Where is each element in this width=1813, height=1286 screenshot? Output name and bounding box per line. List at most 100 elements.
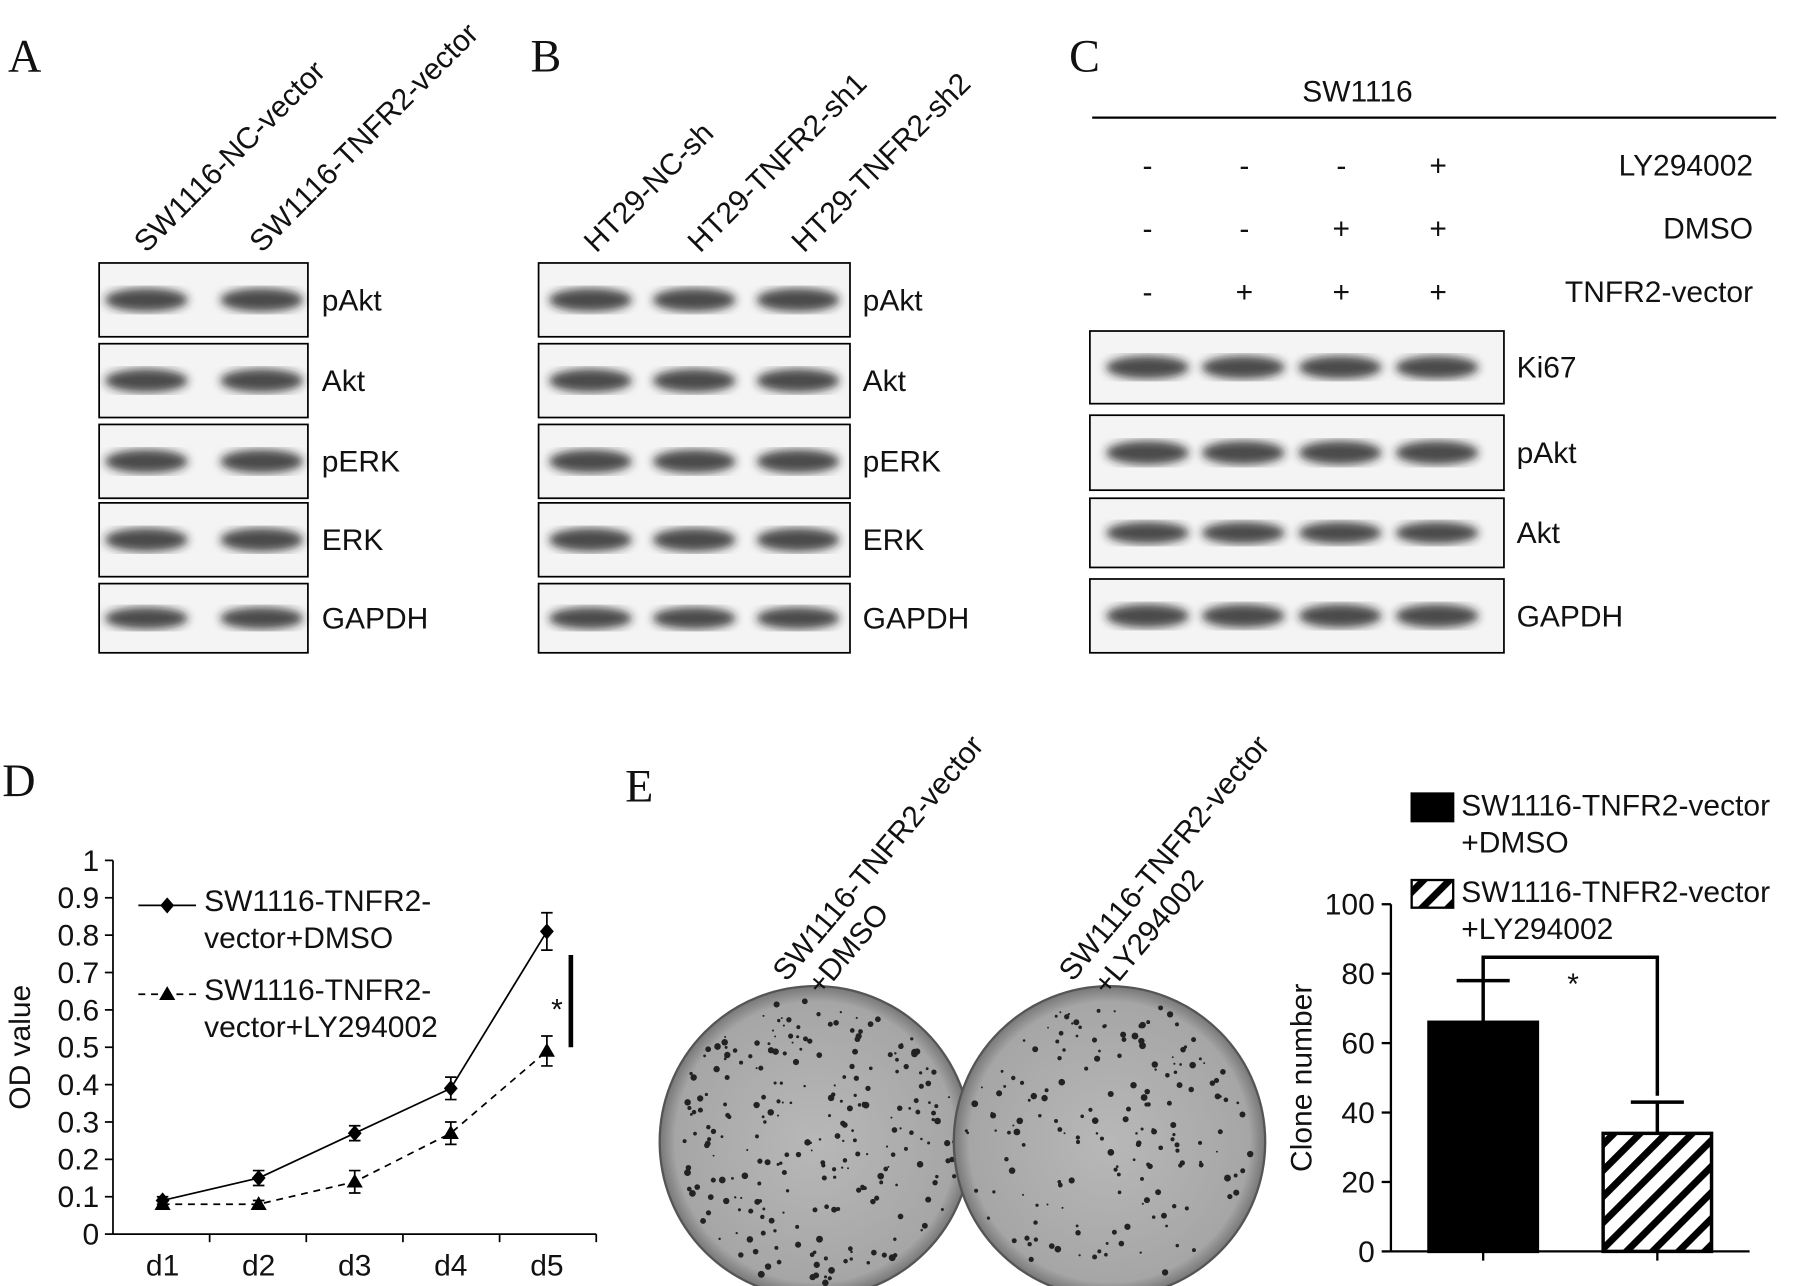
colony	[893, 1237, 897, 1241]
colony	[697, 1095, 704, 1102]
band	[220, 368, 304, 393]
colony	[1151, 1215, 1156, 1219]
colony	[767, 1047, 775, 1054]
colony	[1121, 1037, 1127, 1043]
colony	[1012, 1124, 1015, 1127]
marker	[347, 1125, 362, 1142]
legend-label-text: SW1116-TNFR2-vector +LY294002	[1461, 874, 1771, 946]
colony	[1166, 1011, 1174, 1018]
colony	[705, 1046, 712, 1053]
colony	[1075, 1230, 1081, 1236]
colony	[853, 1093, 857, 1097]
colony	[1000, 1069, 1004, 1073]
colony	[1172, 1203, 1177, 1209]
band	[1106, 440, 1190, 465]
colony	[831, 1167, 837, 1172]
colony	[1115, 1165, 1119, 1168]
colony	[773, 1229, 777, 1233]
colony	[874, 1195, 880, 1201]
colony	[734, 1196, 737, 1199]
colony	[777, 1018, 781, 1023]
colony	[739, 1060, 744, 1065]
colony	[724, 1074, 730, 1081]
colony	[1080, 1114, 1085, 1119]
y-tick-label: 0.7	[57, 957, 99, 990]
colony	[782, 1211, 785, 1214]
colony	[704, 1092, 709, 1097]
bands	[104, 368, 304, 393]
colony	[689, 1190, 696, 1197]
colony	[966, 1131, 970, 1135]
band-label: GAPDH	[1517, 600, 1624, 633]
colony	[1146, 1162, 1151, 1167]
colony	[1092, 1254, 1098, 1260]
colony	[899, 1127, 902, 1130]
band	[1298, 521, 1382, 544]
colony	[824, 1275, 828, 1279]
treatment-sign: +	[1429, 149, 1447, 182]
colony	[1078, 1254, 1081, 1257]
colony	[792, 1058, 800, 1066]
colony	[1217, 1129, 1223, 1135]
band	[220, 607, 304, 630]
band-label: pERK	[863, 446, 941, 479]
colony	[834, 1133, 841, 1139]
marker	[154, 1196, 171, 1210]
colony	[831, 1206, 838, 1213]
colony	[1173, 1062, 1176, 1065]
colony	[827, 1094, 835, 1102]
colony	[1107, 1149, 1115, 1156]
colony	[718, 1237, 721, 1241]
treatment-sign: -	[1239, 213, 1249, 246]
colony	[710, 1177, 716, 1183]
y-tick-label: 0.5	[57, 1032, 99, 1065]
bands	[104, 607, 304, 630]
colony	[1013, 1076, 1016, 1079]
colony	[842, 1139, 845, 1143]
plate-label: SW1116-TNFR2-vector	[767, 730, 991, 988]
colony	[1117, 1190, 1122, 1195]
colony	[1113, 1010, 1116, 1013]
colony	[1184, 1206, 1189, 1211]
colony	[1113, 1167, 1118, 1172]
colony	[1033, 1237, 1039, 1242]
colony	[812, 1207, 818, 1213]
colony	[761, 1094, 767, 1100]
colony	[918, 1071, 923, 1075]
colony	[1102, 1024, 1107, 1029]
colony	[1019, 1080, 1025, 1085]
colony	[828, 1114, 832, 1118]
band	[756, 607, 840, 630]
colony	[791, 1041, 794, 1044]
y-axis-label: OD value	[4, 985, 37, 1110]
colony	[1075, 1034, 1079, 1038]
colony	[776, 1162, 780, 1166]
colony	[1139, 1021, 1146, 1029]
band	[756, 368, 840, 393]
colony	[900, 1043, 904, 1046]
colony	[1033, 1220, 1038, 1225]
colony	[847, 1246, 853, 1252]
treatment-sign: -	[1143, 213, 1153, 246]
colony	[781, 1169, 787, 1176]
colony	[786, 1017, 792, 1023]
colony	[842, 1158, 848, 1163]
lane-label: HT29-TNFR2-sh1	[682, 67, 874, 259]
colony	[980, 1086, 983, 1089]
colony	[755, 1134, 759, 1139]
colony	[690, 1074, 697, 1081]
x-tick-label: d3	[338, 1250, 371, 1283]
x-tick-label: d4	[434, 1250, 467, 1283]
colony	[796, 1035, 800, 1039]
band	[652, 527, 736, 552]
bar	[1601, 1131, 1714, 1254]
colony	[990, 1111, 994, 1115]
y-tick-label: 100	[1325, 889, 1375, 922]
colony	[1111, 1229, 1117, 1235]
colony	[732, 1048, 738, 1053]
colony	[746, 1148, 749, 1152]
annotation: *	[1567, 968, 1579, 1001]
band	[1298, 355, 1382, 379]
marker	[251, 1169, 266, 1187]
